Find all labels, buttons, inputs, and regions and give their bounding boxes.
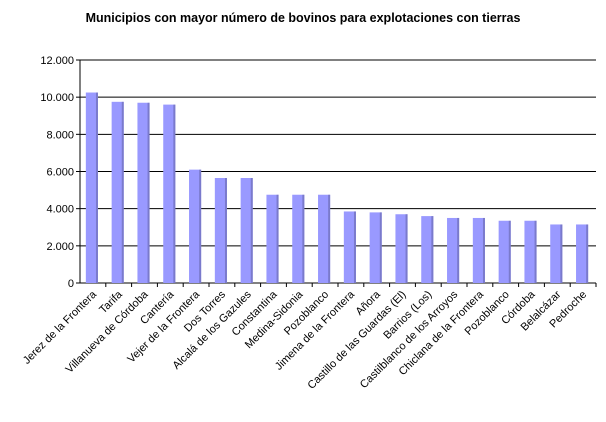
bar-shadow xyxy=(482,217,485,283)
bar-shadow xyxy=(276,194,279,283)
bar-shadow xyxy=(199,169,202,283)
bar xyxy=(343,211,356,283)
y-tick-label: 8.000 xyxy=(46,129,74,141)
bar-shadow xyxy=(457,217,460,283)
bar xyxy=(421,216,434,283)
bar-shadow xyxy=(121,101,124,283)
bar xyxy=(214,178,227,283)
bar xyxy=(524,220,537,283)
bar-shadow xyxy=(302,194,305,283)
bar xyxy=(137,102,150,283)
y-tick-label: 12.000 xyxy=(40,55,74,67)
bar-shadow xyxy=(250,178,253,283)
y-tick-label: 0 xyxy=(68,278,74,290)
bar xyxy=(447,217,460,283)
bar-shadow xyxy=(353,211,356,283)
y-tick-label: 4.000 xyxy=(46,204,74,216)
bar xyxy=(369,212,382,283)
bar-shadow xyxy=(534,220,537,283)
chart-title: Municipios con mayor número de bovinos p… xyxy=(85,11,521,25)
bar-shadow xyxy=(405,214,408,283)
bar-shadow xyxy=(173,104,176,283)
bar xyxy=(576,224,589,283)
bar xyxy=(111,101,124,283)
bar xyxy=(266,194,279,283)
bar xyxy=(292,194,305,283)
bar-shadow xyxy=(379,212,382,283)
bar-shadow xyxy=(224,178,227,283)
bar xyxy=(472,217,485,283)
y-tick-label: 10.000 xyxy=(40,92,74,104)
bar-shadow xyxy=(560,224,563,283)
bar xyxy=(85,92,98,283)
bar-shadow xyxy=(431,216,434,283)
bar xyxy=(318,194,331,283)
bar-shadow xyxy=(95,92,98,283)
bar xyxy=(163,104,176,283)
bar-shadow xyxy=(328,194,331,283)
y-tick-label: 2.000 xyxy=(46,241,74,253)
bar-shadow xyxy=(508,220,511,283)
bar xyxy=(498,220,511,283)
bar xyxy=(189,169,202,283)
bar xyxy=(395,214,408,283)
bar xyxy=(240,178,253,283)
y-tick-label: 6.000 xyxy=(46,167,74,179)
bar-shadow xyxy=(586,224,589,283)
bar-shadow xyxy=(147,102,150,283)
bar xyxy=(550,224,563,283)
